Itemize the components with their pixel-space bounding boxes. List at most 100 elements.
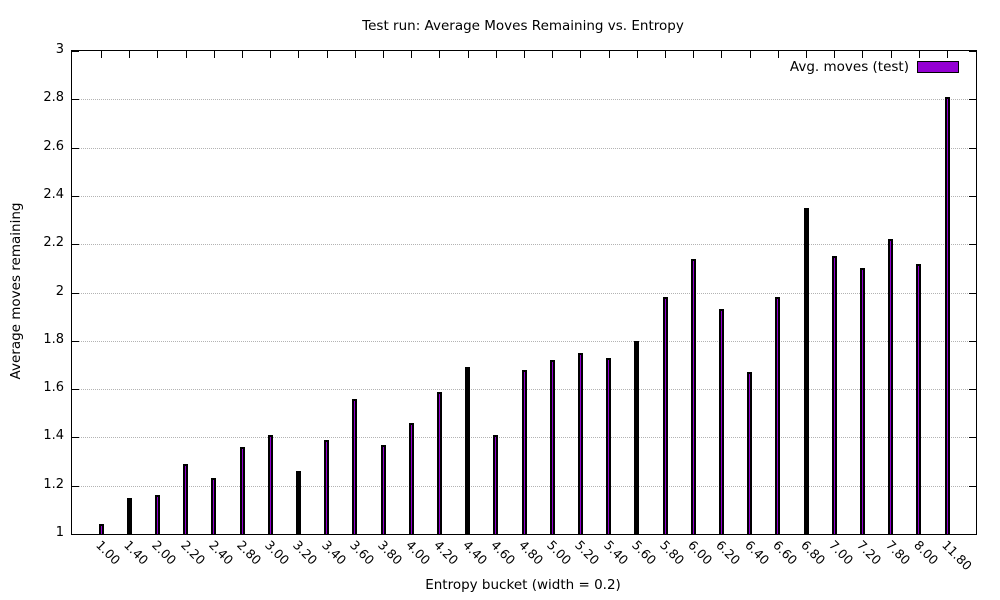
y-tick-right bbox=[969, 389, 976, 391]
y-tick-right bbox=[969, 244, 976, 246]
legend: Avg. moves (test) bbox=[790, 59, 959, 75]
bar bbox=[831, 256, 837, 534]
x-tick-top bbox=[185, 51, 187, 58]
x-tick-label: 7.20 bbox=[854, 537, 885, 568]
x-tick-label: 3.20 bbox=[290, 537, 321, 568]
x-tick-label: 4.40 bbox=[459, 537, 490, 568]
x-tick-top bbox=[749, 51, 751, 58]
bar bbox=[606, 357, 612, 534]
x-tick-top bbox=[947, 51, 948, 58]
x-tick-top bbox=[552, 51, 554, 58]
y-tick-label: 2.4 bbox=[43, 186, 64, 202]
x-tick-label: 11.80 bbox=[939, 537, 976, 574]
bar bbox=[98, 524, 104, 534]
bar bbox=[211, 478, 217, 534]
x-tick-top bbox=[298, 51, 300, 58]
plot-area: Avg. moves (test) bbox=[71, 50, 977, 535]
x-tick-top bbox=[157, 51, 159, 58]
x-tick-top bbox=[326, 51, 328, 58]
y-gridline bbox=[72, 292, 976, 294]
bar bbox=[239, 447, 245, 534]
x-tick-label: 7.80 bbox=[882, 537, 913, 568]
bar bbox=[888, 239, 894, 534]
x-tick-label: 5.40 bbox=[600, 537, 631, 568]
y-tick-label: 2.2 bbox=[43, 235, 64, 251]
x-tick-label: 4.20 bbox=[431, 537, 462, 568]
x-tick-top bbox=[383, 51, 384, 58]
bar bbox=[465, 367, 471, 534]
x-tick-label: 5.20 bbox=[572, 537, 603, 568]
bar bbox=[944, 96, 950, 534]
y-tick-left bbox=[72, 292, 79, 294]
x-tick-top bbox=[495, 51, 497, 58]
bar bbox=[859, 268, 865, 534]
x-tick-label: 5.60 bbox=[628, 537, 660, 568]
y-tick-left bbox=[72, 485, 79, 487]
bar bbox=[267, 435, 273, 534]
y-tick-left bbox=[72, 340, 79, 342]
y-tick-right bbox=[969, 51, 976, 52]
bar bbox=[295, 471, 301, 534]
x-tick-label: 2.80 bbox=[234, 537, 265, 568]
x-tick-top bbox=[467, 51, 469, 58]
x-tick-top bbox=[721, 51, 723, 58]
y-tick-right bbox=[969, 437, 976, 439]
x-tick-top bbox=[411, 51, 413, 58]
x-tick-top bbox=[101, 51, 102, 58]
y-tick-right bbox=[969, 99, 976, 101]
bar bbox=[436, 391, 442, 534]
x-tick-top bbox=[636, 51, 638, 58]
chart-title: Test run: Average Moves Remaining vs. En… bbox=[362, 18, 684, 34]
y-tick-left bbox=[72, 147, 79, 149]
y-tick-label: 2.8 bbox=[43, 90, 64, 106]
x-tick-label: 6.20 bbox=[713, 537, 744, 568]
x-tick-label: 4.00 bbox=[403, 537, 434, 568]
y-tick-label: 2 bbox=[55, 283, 64, 299]
bar bbox=[493, 435, 499, 534]
x-tick-label: 2.40 bbox=[205, 537, 237, 568]
x-tick-top bbox=[580, 51, 582, 58]
y-tick-label: 1.4 bbox=[43, 428, 64, 444]
x-tick-label: 6.00 bbox=[685, 537, 716, 568]
x-tick-label: 3.00 bbox=[262, 537, 293, 568]
y-tick-left bbox=[72, 389, 79, 391]
x-tick-top bbox=[862, 51, 864, 58]
x-tick-label: 5.00 bbox=[544, 537, 575, 568]
x-tick-top bbox=[129, 51, 131, 58]
y-tick-left bbox=[72, 244, 79, 246]
y-tick-left bbox=[72, 195, 79, 197]
y-tick-label: 1.6 bbox=[43, 380, 64, 396]
x-tick-label: 5.80 bbox=[657, 537, 688, 568]
x-tick-top bbox=[608, 51, 610, 58]
y-gridline bbox=[72, 99, 976, 101]
bar bbox=[408, 422, 414, 534]
y-gridline bbox=[72, 147, 976, 149]
y-tick-label: 1.2 bbox=[43, 476, 64, 492]
x-tick-top bbox=[270, 51, 272, 58]
bar bbox=[718, 309, 724, 534]
y-tick-label: 1.8 bbox=[43, 331, 64, 347]
x-tick-label: 6.80 bbox=[798, 537, 829, 568]
x-tick-label: 3.60 bbox=[346, 537, 378, 568]
x-tick-label: 6.40 bbox=[741, 537, 772, 568]
x-axis-label: Entropy bucket (width = 0.2) bbox=[425, 577, 621, 593]
x-tick-label: 4.60 bbox=[487, 537, 519, 568]
y-tick-label: 1 bbox=[55, 525, 64, 540]
y-tick-label: 3 bbox=[55, 42, 64, 57]
y-tick-left bbox=[72, 99, 79, 101]
x-tick-label: 4.80 bbox=[516, 537, 547, 568]
bar bbox=[634, 340, 640, 534]
bar bbox=[352, 398, 358, 534]
x-tick-top bbox=[834, 51, 836, 58]
x-tick-top bbox=[524, 51, 525, 58]
y-tick-right bbox=[969, 534, 976, 535]
y-gridline bbox=[72, 244, 976, 246]
bar bbox=[549, 360, 555, 534]
x-tick-top bbox=[665, 51, 666, 58]
x-tick-label: 7.00 bbox=[826, 537, 857, 568]
bar bbox=[690, 258, 696, 534]
bar bbox=[662, 297, 668, 534]
x-tick-label: 2.00 bbox=[149, 537, 180, 568]
bar bbox=[521, 369, 527, 534]
